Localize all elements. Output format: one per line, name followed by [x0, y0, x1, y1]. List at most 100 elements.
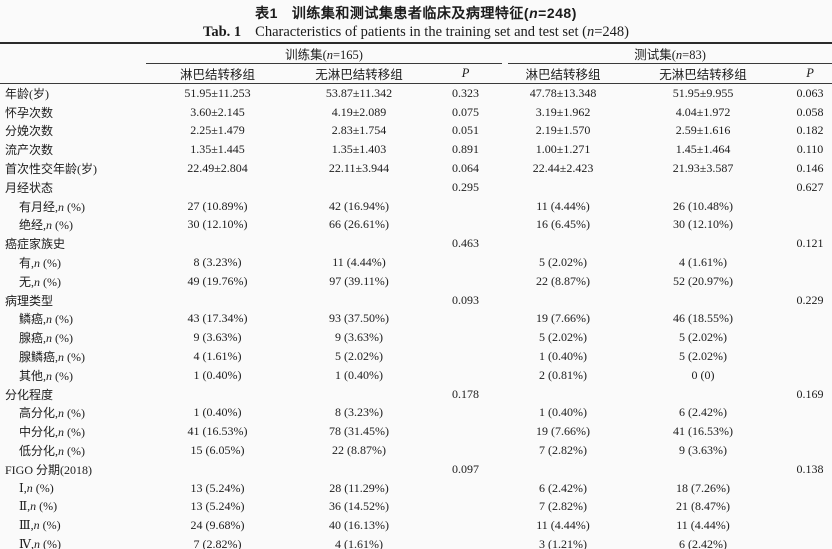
cell: 4.19±2.089	[331, 104, 387, 119]
cell: 4 (1.61%)	[193, 349, 242, 364]
row-label: 癌症家族史	[5, 237, 66, 252]
cell: 1 (0.40%)	[539, 349, 588, 364]
cell	[788, 404, 832, 423]
cell: 3.19±1.962	[535, 104, 591, 119]
cell: 51.95±9.955	[672, 85, 734, 100]
cell	[788, 422, 832, 441]
cell	[289, 460, 429, 479]
cell: 22 (8.87%)	[332, 443, 386, 458]
row-label: Ⅰ,n (%)	[19, 480, 54, 495]
cell: 19 (7.66%)	[536, 424, 591, 439]
row-label: 分娩次数	[5, 124, 54, 139]
cell: 0.064	[452, 161, 480, 176]
group-header-row: 训练集(n=165) 测试集(n=83)	[0, 43, 832, 64]
row-label: 月经状态	[5, 180, 54, 195]
row-label: 中分化,n (%)	[19, 425, 86, 440]
cell: 43 (17.34%)	[187, 311, 248, 326]
cell: 36 (14.52%)	[329, 499, 389, 514]
cell: 0.058	[796, 104, 824, 119]
cell: 7 (2.82%)	[193, 537, 242, 549]
cell: 0.121	[796, 236, 824, 251]
cell	[788, 253, 832, 272]
table-row: Ⅰ,n (%) 13 (5.24%) 28 (11.29%) 6 (2.42%) 18 …	[0, 479, 832, 498]
cell	[146, 385, 289, 404]
cell: 0.093	[452, 292, 480, 307]
cell	[429, 310, 502, 329]
cell: 0.323	[452, 85, 480, 100]
row-label: 首次性交年龄(岁)	[5, 162, 97, 177]
cell	[289, 234, 429, 253]
cell: 28 (11.29%)	[329, 480, 389, 495]
cell: 3.60±2.145	[190, 104, 245, 119]
cell	[508, 385, 618, 404]
table-row: 中分化,n (%) 41 (16.53%) 78 (31.45%) 19 (7.66%…	[0, 422, 832, 441]
cell: 5 (2.02%)	[679, 349, 728, 364]
cell: 21 (8.47%)	[676, 499, 731, 514]
table-title-zh: 表1 训练集和测试集患者临床及病理特征(n=248)	[0, 3, 832, 23]
characteristics-table: 训练集(n=165) 测试集(n=83) 淋巴结转移组 无淋巴结转移组 P 淋巴结转移组无…	[0, 42, 832, 549]
cell: 47.78±13.348	[529, 85, 597, 100]
table-row: 分娩次数 2.25±1.479 2.83±1.754 0.051 2.19±1.570 2…	[0, 122, 832, 141]
row-label: Ⅳ,n (%)	[19, 537, 61, 549]
cell: 11 (4.44%)	[536, 518, 590, 533]
column-header: P	[429, 63, 503, 84]
table-row: 年龄(岁) 51.95±11.253 53.87±11.342 0.323 47.78±…	[0, 84, 832, 103]
table-row: 月经状态 0.295 0.627	[0, 178, 832, 197]
cell: 27 (10.89%)	[187, 198, 248, 213]
column-header: P	[788, 63, 832, 84]
cell	[788, 347, 832, 366]
cell: 0.097	[452, 461, 480, 476]
table-title-en-text: Characteristics of patients in the train…	[255, 24, 629, 40]
cell: 9 (3.63%)	[335, 330, 383, 345]
cell: 15 (6.05%)	[190, 443, 245, 458]
cell: 2.59±1.616	[675, 123, 731, 138]
cell	[429, 272, 502, 291]
row-label: 鳞癌,n (%)	[19, 312, 74, 327]
table-row: 有月经,n (%) 27 (10.89%) 42 (16.94%) 11 (4.44%…	[0, 197, 832, 216]
cell: 9 (3.63%)	[679, 443, 728, 458]
cell	[146, 291, 289, 310]
cell: 18 (7.26%)	[676, 480, 731, 495]
row-label: 低分化,n (%)	[19, 444, 86, 459]
table-row: Ⅲ,n (%) 24 (9.68%) 40 (16.13%) 11 (4.44%) 11…	[0, 516, 832, 535]
row-label: 无,n (%)	[19, 274, 62, 289]
cell: 1.35±1.403	[331, 142, 387, 157]
cell	[429, 366, 502, 385]
row-label: 绝经,n (%)	[19, 218, 74, 233]
cell: 13 (5.24%)	[190, 480, 245, 495]
cell: 1.00±1.271	[535, 142, 591, 157]
cell: 16 (6.45%)	[536, 217, 591, 232]
cell	[788, 216, 832, 235]
cell	[788, 498, 832, 517]
header-spacer	[0, 43, 146, 64]
table-row: Ⅳ,n (%) 7 (2.82%) 4 (1.61%) 3 (1.21%) 6 (2.4…	[0, 535, 832, 549]
cell: 1 (0.40%)	[193, 405, 242, 420]
cell: 30 (12.10%)	[187, 217, 248, 232]
cell: 1 (0.40%)	[539, 405, 588, 420]
cell: 41 (16.53%)	[673, 424, 734, 439]
cell: 11 (4.44%)	[676, 518, 730, 533]
cell	[429, 535, 502, 549]
cell	[429, 516, 502, 535]
table-row: 无,n (%) 49 (19.76%) 97 (39.11%) 22 (8.87%) 5…	[0, 272, 832, 291]
cell: 30 (12.10%)	[673, 217, 734, 232]
cell: 40 (16.13%)	[329, 518, 389, 533]
cell	[429, 328, 502, 347]
cell: 11 (4.44%)	[332, 255, 386, 270]
table-row: 鳞癌,n (%) 43 (17.34%) 93 (37.50%) 19 (7.66%)…	[0, 310, 832, 329]
table-row: 低分化,n (%) 15 (6.05%) 22 (8.87%) 7 (2.82%) 9 …	[0, 441, 832, 460]
cell	[788, 328, 832, 347]
cell	[289, 178, 429, 197]
cell: 19 (7.66%)	[536, 311, 591, 326]
cell: 0.169	[796, 386, 824, 401]
table-row: 怀孕次数 3.60±2.145 4.19±2.089 0.075 3.19±1.962 4…	[0, 103, 832, 122]
cell: 0 (0)	[691, 367, 715, 382]
cell	[788, 197, 832, 216]
table-row: 癌症家族史 0.463 0.121	[0, 234, 832, 253]
cell: 2.83±1.754	[331, 123, 387, 138]
table-row: 绝经,n (%) 30 (12.10%) 66 (26.61%) 16 (6.45%)…	[0, 216, 832, 235]
cell: 2.19±1.570	[535, 123, 591, 138]
table-row: Ⅱ,n (%) 13 (5.24%) 36 (14.52%) 7 (2.82%) 21 …	[0, 498, 832, 517]
column-header: 淋巴结转移组	[508, 63, 619, 84]
column-header-row: 淋巴结转移组 无淋巴结转移组 P 淋巴结转移组 无淋巴结转移组 P	[0, 63, 832, 84]
